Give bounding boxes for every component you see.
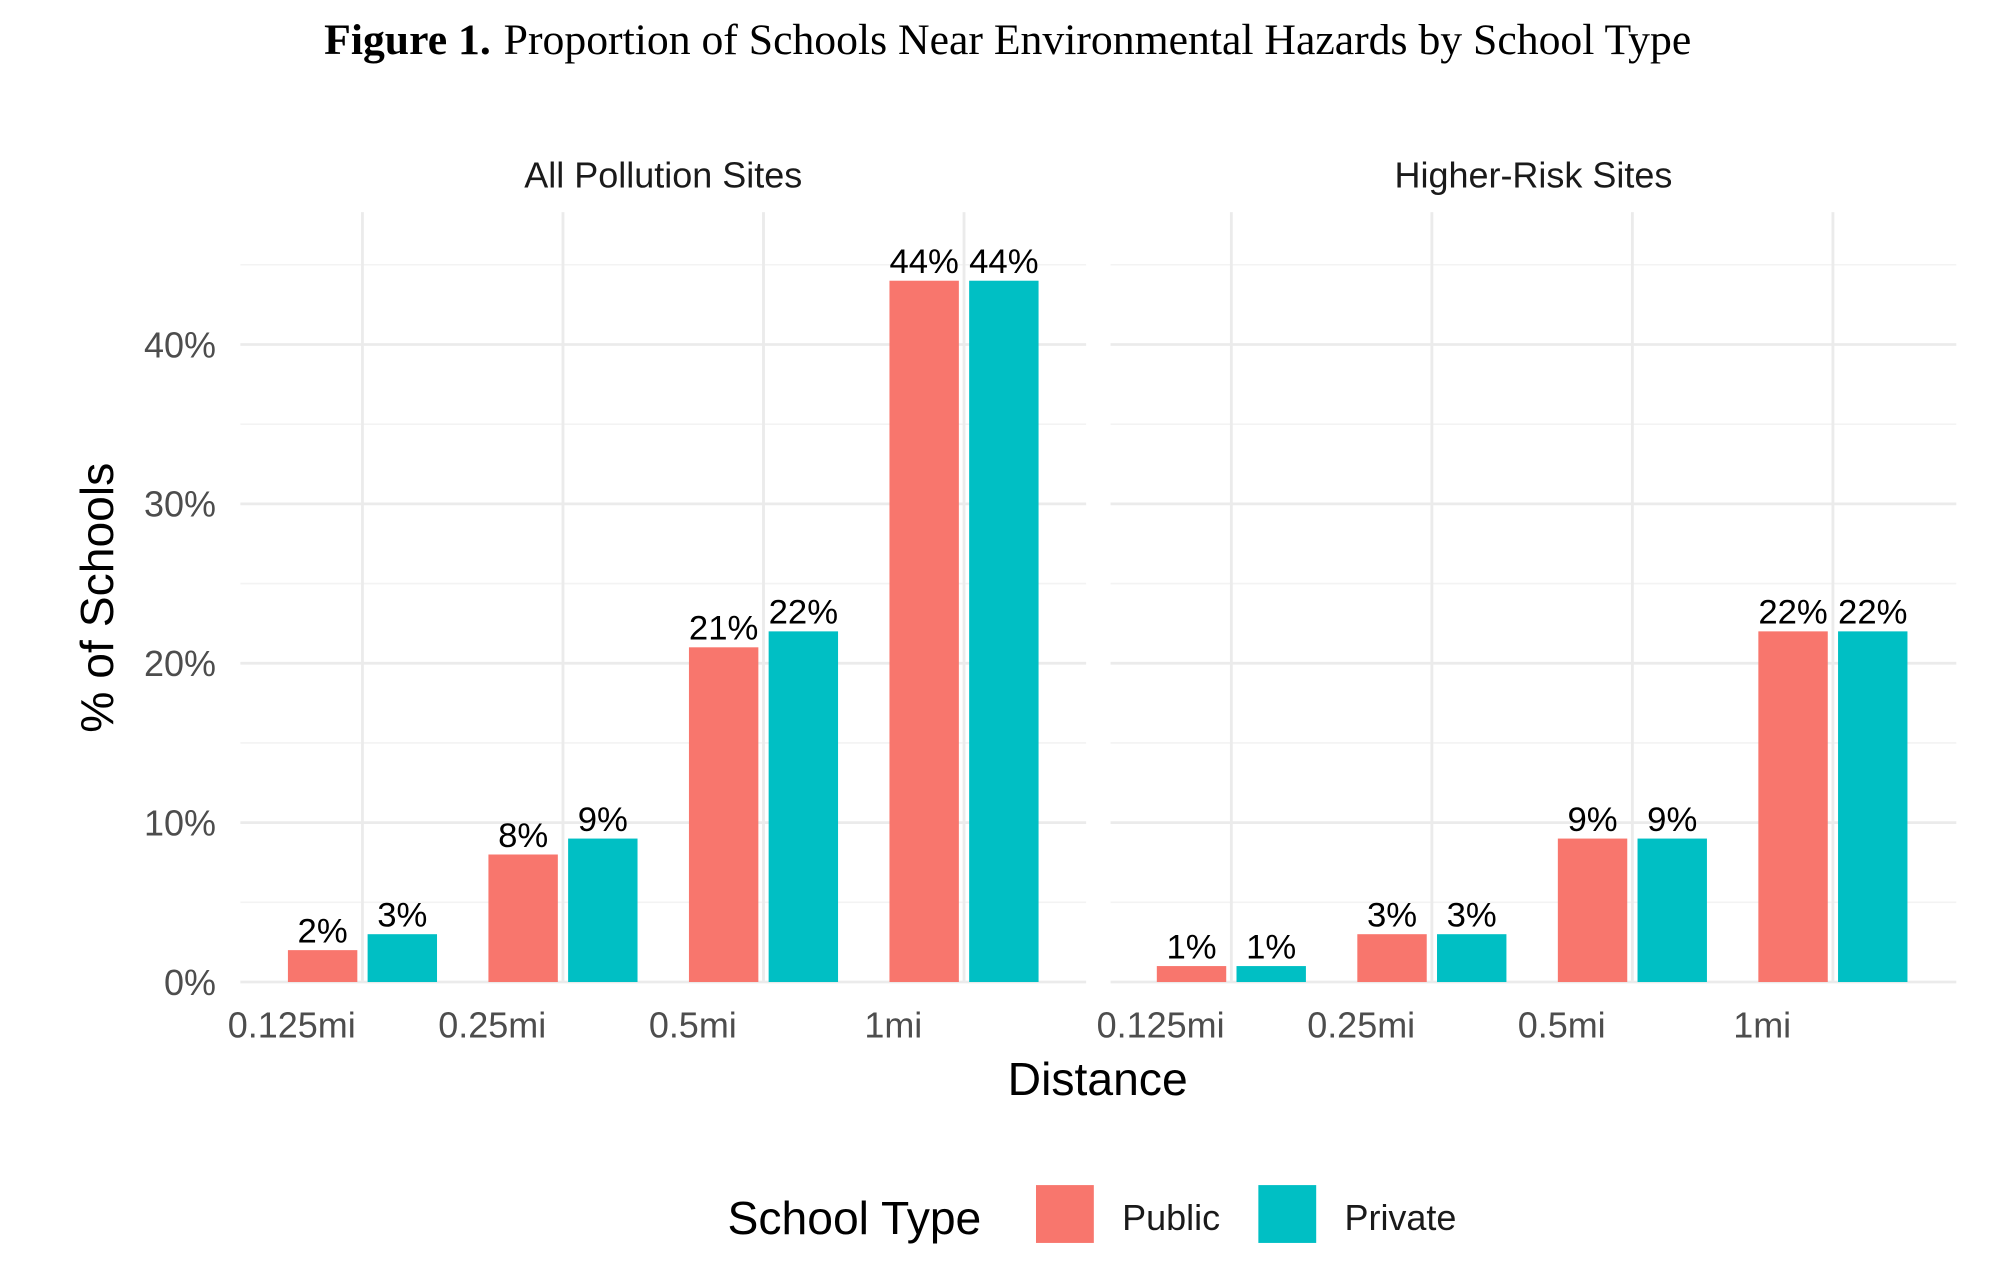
bar-public (1357, 934, 1427, 983)
bar-private (969, 280, 1039, 983)
data-label: 22% (1838, 594, 1907, 632)
data-label: 22% (769, 594, 838, 632)
y-axis-label: % of Schools (71, 463, 123, 733)
x-tick-label: 0.25mi (438, 1004, 546, 1045)
y-tick-label: 30% (144, 484, 216, 525)
figure-title: Figure 1. Proportion of Schools Near Envi… (324, 16, 1691, 64)
bar-public (1758, 631, 1828, 983)
bar-private (1236, 966, 1306, 983)
x-tick-label: 0.5mi (1518, 1004, 1606, 1045)
legend-swatch-public (1035, 1185, 1094, 1243)
legend: School Type Public Private (728, 1185, 1456, 1244)
data-label: 3% (1447, 896, 1497, 934)
bar-private (1437, 934, 1507, 983)
data-label: 22% (1758, 594, 1827, 632)
bar-private (367, 934, 438, 983)
data-label: 8% (498, 817, 548, 855)
figure-label: Figure 1. (324, 16, 491, 64)
y-tick-label: 20% (144, 643, 216, 684)
data-label: 44% (889, 243, 958, 281)
legend-label-public: Public (1122, 1197, 1220, 1238)
x-tick-label: 0.125mi (228, 1004, 356, 1045)
legend-label-private: Private (1344, 1197, 1456, 1238)
bar-private (1838, 631, 1908, 983)
data-label: 44% (969, 243, 1038, 281)
data-label: 1% (1166, 928, 1216, 966)
panel-2: Higher-Risk Sites 1% 3% 9% 22% 1% 3% 9% 22% 0.125… (1097, 155, 1957, 1045)
y-tick-label: 40% (144, 324, 216, 365)
plot-area: All Pollution Sites 2% 8% 21% 44% 3% 9% 22% 44% 0… (144, 155, 1957, 1045)
bar-public (688, 647, 759, 983)
data-label: 2% (298, 912, 348, 950)
data-label: 3% (377, 896, 427, 934)
legend-swatch-private (1258, 1185, 1317, 1243)
y-tick-label: 0% (164, 962, 216, 1003)
y-tick-label: 10% (144, 802, 216, 843)
bar-public (1557, 838, 1628, 983)
figure-title-text: Proportion of Schools Near Environmental… (504, 16, 1692, 64)
panel-title: All Pollution Sites (524, 155, 802, 196)
x-tick-label: 0.25mi (1307, 1004, 1415, 1045)
data-label: 3% (1367, 896, 1417, 934)
legend-title: School Type (728, 1192, 982, 1244)
bar-public (488, 854, 558, 983)
data-label: 9% (1567, 801, 1617, 839)
data-label: 9% (1647, 801, 1697, 839)
bar-public (1156, 966, 1227, 983)
x-tick-label: 0.125mi (1097, 1004, 1225, 1045)
data-label: 1% (1246, 928, 1296, 966)
bar-private (768, 631, 839, 983)
panel-1: All Pollution Sites 2% 8% 21% 44% 3% 9% 22% 44% 0… (228, 155, 1087, 1045)
x-tick-label: 1mi (864, 1004, 922, 1045)
x-tick-label: 1mi (1733, 1004, 1791, 1045)
x-tick-label: 0.5mi (649, 1004, 737, 1045)
data-label: 21% (689, 610, 758, 648)
panel-title: Higher-Risk Sites (1395, 155, 1673, 196)
bar-private (568, 838, 638, 983)
bar-public (287, 950, 358, 983)
data-label: 9% (578, 801, 628, 839)
bar-private (1637, 838, 1707, 983)
x-axis-label: Distance (1008, 1053, 1188, 1105)
bar-public (889, 280, 959, 983)
